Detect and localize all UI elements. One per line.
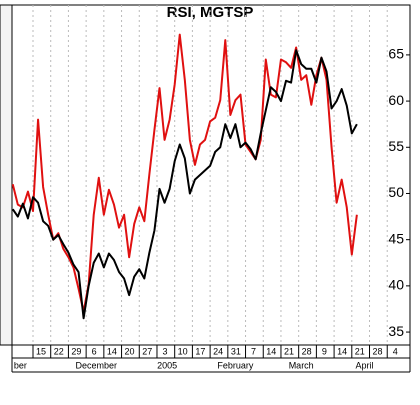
y-tick-label: 45 — [388, 230, 404, 246]
x-tick-label: 3 — [162, 346, 167, 356]
x-tick-label: 9 — [322, 346, 327, 356]
x-tick-label: 21 — [284, 346, 294, 356]
x-tick-label: 10 — [178, 346, 188, 356]
plot-frame — [11, 4, 411, 346]
chart-title: RSI, MGTSP — [167, 4, 254, 21]
x-tick-label: 14 — [337, 346, 347, 356]
series-line — [11, 49, 358, 320]
x-tick-label: 31 — [231, 346, 241, 356]
x-tick-label: 28 — [373, 346, 383, 356]
month-label: ber — [14, 360, 27, 370]
y-tick-label: 60 — [388, 92, 404, 108]
x-tick-label: 4 — [393, 346, 398, 356]
left-axis — [0, 4, 13, 346]
month-label: 2005 — [157, 360, 177, 370]
x-tick-label: 21 — [355, 346, 365, 356]
x-tick-label: 14 — [107, 346, 117, 356]
y-tick-label: 50 — [388, 184, 404, 200]
y-tick-label: 55 — [388, 138, 404, 154]
y-tick-label: 35 — [388, 323, 404, 339]
y-tick-label: 40 — [388, 277, 404, 293]
x-tick-label: 17 — [195, 346, 205, 356]
x-tick-label: 14 — [266, 346, 276, 356]
series-line — [11, 33, 358, 313]
x-tick-label: 7 — [251, 346, 256, 356]
x-tick-label: 15 — [36, 346, 46, 356]
x-tick-label: 27 — [142, 346, 152, 356]
month-label: April — [355, 360, 373, 370]
month-label: December — [75, 360, 117, 370]
month-label: February — [217, 360, 254, 370]
month-label: March — [289, 360, 314, 370]
x-tick-label: 6 — [92, 346, 97, 356]
x-tick-label: 20 — [125, 346, 135, 356]
x-tick-label: 28 — [302, 346, 312, 356]
x-tick-label: 24 — [213, 346, 223, 356]
x-tick-label: 22 — [54, 346, 64, 356]
x-tick-label: 29 — [71, 346, 81, 356]
y-tick-label: 65 — [388, 46, 404, 62]
